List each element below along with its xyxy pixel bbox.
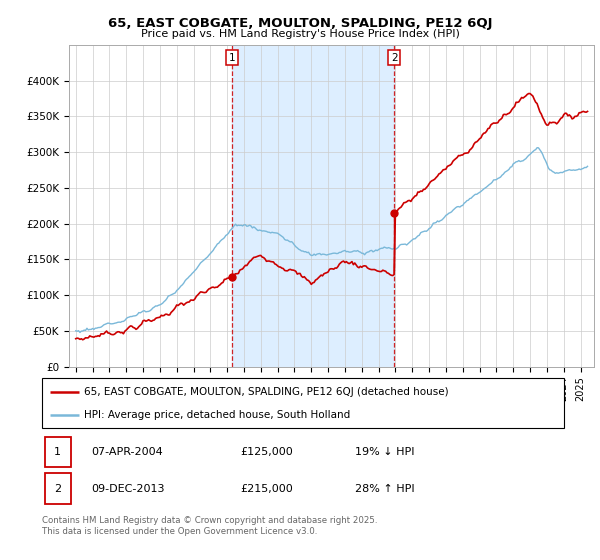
Bar xyxy=(232,45,394,367)
Text: 65, EAST COBGATE, MOULTON, SPALDING, PE12 6QJ (detached house): 65, EAST COBGATE, MOULTON, SPALDING, PE1… xyxy=(84,386,448,396)
Text: 2: 2 xyxy=(391,53,398,63)
Text: 1: 1 xyxy=(54,447,61,457)
Text: HPI: Average price, detached house, South Holland: HPI: Average price, detached house, Sout… xyxy=(84,410,350,420)
Text: 07-APR-2004: 07-APR-2004 xyxy=(92,447,163,457)
Text: Price paid vs. HM Land Registry's House Price Index (HPI): Price paid vs. HM Land Registry's House … xyxy=(140,29,460,39)
Text: 2: 2 xyxy=(54,484,61,493)
Bar xyxy=(44,473,71,504)
Text: 09-DEC-2013: 09-DEC-2013 xyxy=(92,484,165,493)
Text: Contains HM Land Registry data © Crown copyright and database right 2025.
This d: Contains HM Land Registry data © Crown c… xyxy=(42,516,377,536)
Text: 28% ↑ HPI: 28% ↑ HPI xyxy=(355,484,415,493)
Text: 1: 1 xyxy=(229,53,235,63)
Bar xyxy=(44,437,71,468)
Text: 65, EAST COBGATE, MOULTON, SPALDING, PE12 6QJ: 65, EAST COBGATE, MOULTON, SPALDING, PE1… xyxy=(108,17,492,30)
Text: £215,000: £215,000 xyxy=(241,484,293,493)
Text: £125,000: £125,000 xyxy=(241,447,293,457)
Text: 19% ↓ HPI: 19% ↓ HPI xyxy=(355,447,415,457)
